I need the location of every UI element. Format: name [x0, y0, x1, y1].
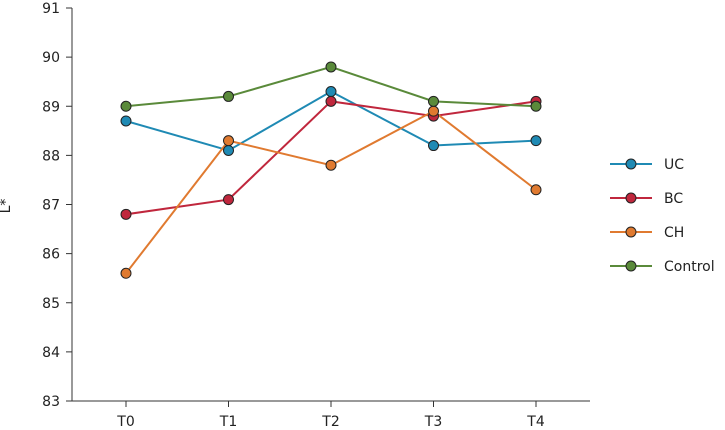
data-point-uc: [428, 140, 439, 152]
y-tick-label: 86: [42, 247, 60, 263]
legend-label: CH: [664, 225, 684, 241]
legend-item-uc: UC: [610, 157, 684, 173]
data-point-bc: [325, 95, 337, 107]
data-point-ch: [223, 135, 234, 147]
data-point-uc: [120, 115, 132, 127]
x-tick-label: T1: [219, 414, 237, 430]
data-point-control: [428, 95, 439, 107]
data-point-control: [530, 100, 542, 112]
y-axis: 83 84 85 86 87 88 89 90 91: [42, 1, 73, 410]
legend-item-control: Control: [610, 259, 715, 275]
data-point-control: [120, 100, 132, 112]
legend-label: BC: [664, 191, 683, 207]
legend-swatch-marker: [625, 192, 637, 204]
data-point-uc: [223, 144, 234, 156]
data-point-ch: [530, 184, 542, 196]
data-point-ch: [325, 159, 337, 171]
data-point-control: [325, 61, 337, 73]
legend-label: UC: [664, 157, 684, 173]
data-point-uc: [530, 135, 542, 147]
series-line-ch: [125, 109, 537, 274]
series-line-bc: [125, 100, 537, 216]
series-layer: [120, 61, 542, 279]
y-tick-label: 84: [42, 345, 60, 361]
legend-item-bc: BC: [610, 191, 683, 207]
y-tick-label: 90: [42, 50, 60, 66]
x-tick-label: T4: [526, 414, 545, 430]
legend-swatch-marker: [625, 260, 637, 272]
x-tick-label: T2: [321, 414, 339, 430]
data-point-ch: [428, 105, 439, 117]
y-tick-label: 89: [42, 99, 60, 115]
y-tick-label: 88: [42, 148, 60, 164]
y-tick-label: 87: [42, 198, 60, 214]
legend-swatch-marker: [625, 226, 637, 238]
legend-swatch-marker: [625, 158, 637, 170]
x-tick-label: T0: [116, 414, 134, 430]
x-axis: T0 T1 T2 T3 T4: [72, 400, 590, 430]
data-point-control: [223, 90, 234, 102]
y-tick-label: 85: [42, 296, 60, 312]
y-tick-label: 91: [42, 1, 60, 17]
data-point-uc: [325, 86, 337, 98]
legend-item-ch: CH: [610, 225, 684, 241]
y-tick-label: 83: [42, 394, 60, 410]
y-axis-label: L*: [0, 199, 14, 214]
x-tick-label: T3: [424, 414, 442, 430]
data-point-bc: [223, 194, 234, 206]
legend: UC BC CH Control: [610, 157, 715, 275]
data-point-bc: [120, 208, 132, 220]
legend-label: Control: [664, 259, 715, 275]
data-point-ch: [120, 267, 132, 279]
